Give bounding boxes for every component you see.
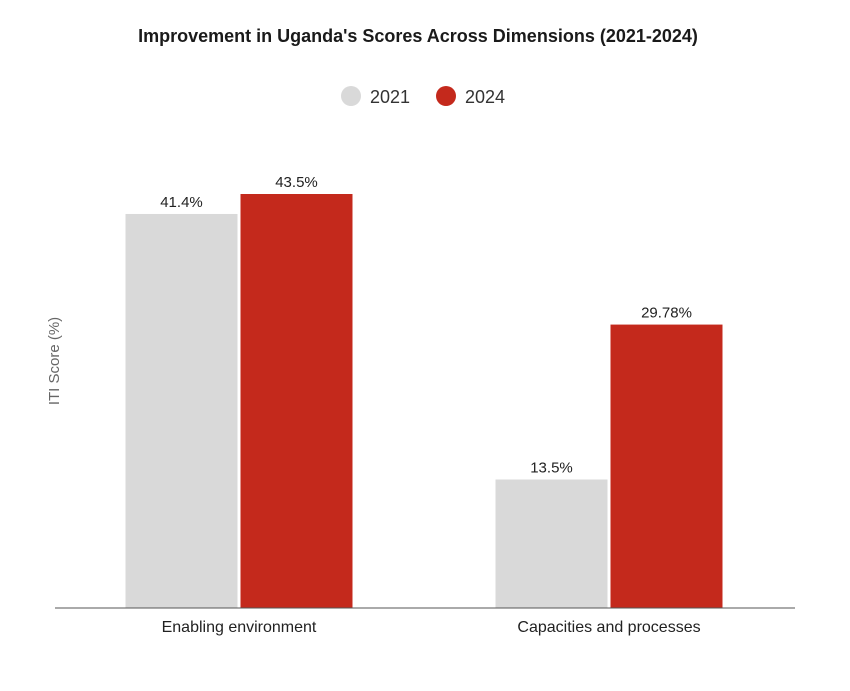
legend-label-2021: 2021 [370,87,410,107]
bar-2024-0 [240,194,353,608]
data-label-2024-1: 29.78% [641,305,692,322]
chart-title: Improvement in Uganda's Scores Across Di… [138,26,698,46]
bar-2021-1 [495,479,608,608]
y-axis-label: ITI Score (%) [46,317,63,405]
data-label-2024-0: 43.5% [275,174,318,191]
bars-group: 41.4% 43.5% 13.5% 29.78% [125,174,723,608]
legend-marker-2021 [341,86,361,106]
data-label-2021-0: 41.4% [160,194,203,211]
legend-marker-2024 [436,86,456,106]
x-tick-label-1: Capacities and processes [517,619,700,636]
x-tick-labels: Enabling environment Capacities and proce… [162,619,701,636]
legend: 2021 2024 [341,86,505,107]
bar-2024-1 [610,324,723,608]
data-label-2021-1: 13.5% [530,460,573,477]
legend-label-2024: 2024 [465,87,505,107]
bar-2021-0 [125,213,238,608]
x-tick-label-0: Enabling environment [162,619,317,636]
